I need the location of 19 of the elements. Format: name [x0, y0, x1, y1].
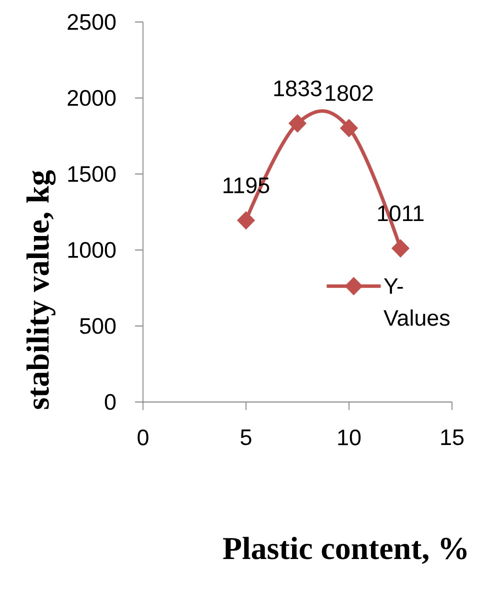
point	[391, 239, 410, 258]
x-tick-label: 10	[338, 430, 361, 446]
y-axis-title: stability value, kg	[26, 170, 56, 409]
x-tick-label: 5	[240, 430, 252, 446]
legend-label: Y-Values	[384, 278, 450, 326]
y-tick-label: 2500	[68, 14, 116, 30]
y-tick-label: 1000	[68, 242, 116, 258]
x-axis-title: Plastic content, %	[223, 536, 467, 564]
x-tick-label: 15	[441, 430, 464, 446]
x-tick-label: 0	[138, 430, 148, 446]
point	[236, 211, 256, 230]
y-tick-label: 0	[104, 394, 116, 410]
data-label: 1833	[274, 80, 322, 96]
y-tick-label: 2000	[68, 90, 116, 106]
y-tick-label: 1500	[68, 166, 116, 182]
data-label: 1802	[326, 85, 373, 102]
y-tick-label: 500	[80, 318, 116, 334]
point	[288, 114, 307, 133]
point	[340, 118, 358, 138]
